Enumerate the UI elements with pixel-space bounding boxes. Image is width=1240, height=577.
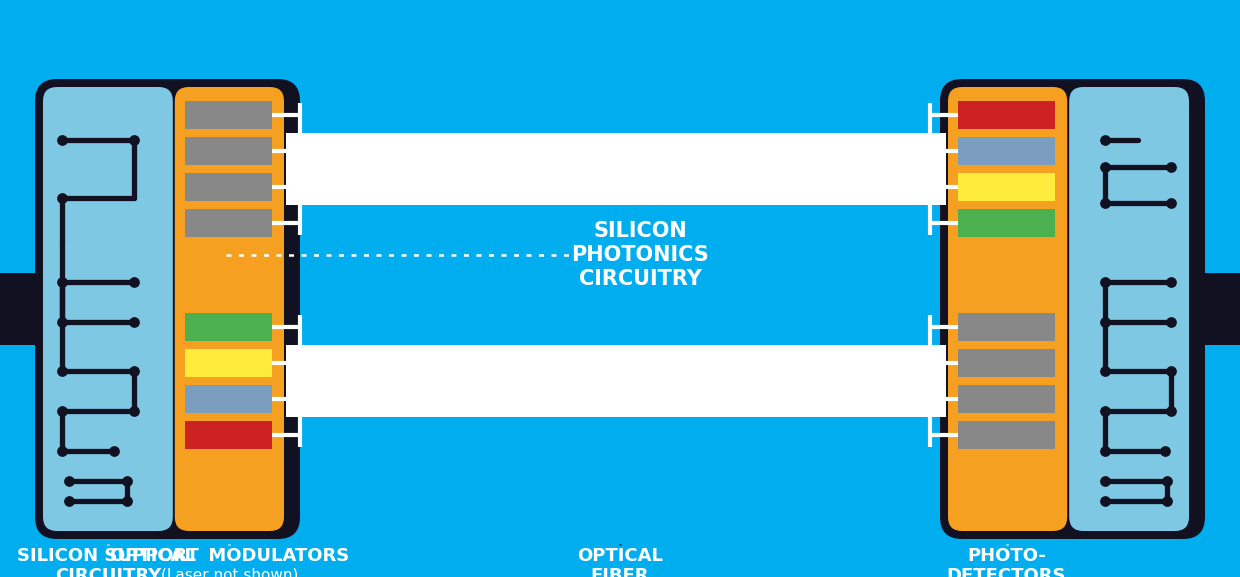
Bar [959,101,1055,129]
Bar [959,421,1055,449]
Point [1095,447,1115,456]
Bar [185,173,272,201]
Point [104,447,124,456]
Point [52,193,72,203]
Point [1095,318,1115,327]
Point [1095,278,1115,287]
Point [118,496,138,505]
Text: DETECTORS: DETECTORS [947,567,1066,577]
Point [52,447,72,456]
Point [1095,477,1115,486]
FancyBboxPatch shape [949,87,1068,531]
Bar [185,421,272,449]
Bar [959,313,1055,342]
Point [124,318,144,327]
Bar [959,137,1055,165]
Point [1095,496,1115,505]
Text: OPTICAL: OPTICAL [577,547,663,565]
FancyBboxPatch shape [43,87,172,531]
FancyBboxPatch shape [35,79,300,539]
Point [52,136,72,145]
Point [52,278,72,287]
Point [1161,407,1180,416]
Bar [959,385,1055,413]
Text: CIRCUITRY: CIRCUITRY [55,567,161,577]
Point [118,477,138,486]
Bar [286,133,946,205]
Point [1095,162,1115,171]
FancyBboxPatch shape [940,79,1205,539]
Point [1095,198,1115,207]
Point [60,496,79,505]
Point [1161,198,1180,207]
Bar [959,173,1055,201]
Point [60,477,79,486]
FancyBboxPatch shape [1069,87,1189,531]
Bar [959,209,1055,237]
Text: SILICON SUPPORT: SILICON SUPPORT [17,547,198,565]
Point [1157,477,1177,486]
Point [52,366,72,376]
Bar [185,209,272,237]
Bar [185,101,272,129]
Point [124,407,144,416]
Bar [959,350,1055,377]
Text: FIBER: FIBER [590,567,650,577]
Point [52,407,72,416]
Point [1161,318,1180,327]
Bar [0,273,37,345]
Point [124,278,144,287]
Bar [185,137,272,165]
Text: PHOTO-: PHOTO- [967,547,1047,565]
Bar [1203,273,1240,345]
FancyBboxPatch shape [175,87,284,531]
Point [52,318,72,327]
Point [1095,136,1115,145]
Point [124,136,144,145]
Text: CIRCUITRY: CIRCUITRY [579,269,702,289]
Text: SILICON: SILICON [593,221,687,241]
Bar [185,313,272,342]
Text: PHOTONICS: PHOTONICS [572,245,709,265]
Point [1095,407,1115,416]
Text: (Laser not shown): (Laser not shown) [161,567,298,577]
Point [1161,366,1180,376]
Point [1161,162,1180,171]
Point [124,366,144,376]
Point [1161,278,1180,287]
Point [1156,447,1176,456]
Point [1095,366,1115,376]
Bar [185,385,272,413]
Bar [185,350,272,377]
Bar [286,346,946,417]
Text: OPTICAL  MODULATORS: OPTICAL MODULATORS [110,547,348,565]
Point [1157,496,1177,505]
